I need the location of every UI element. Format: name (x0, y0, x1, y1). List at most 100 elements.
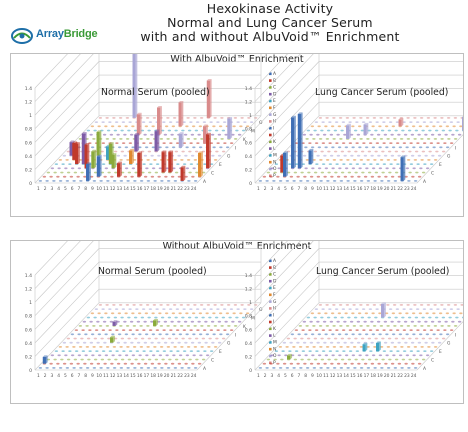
floor-dot (106, 180, 110, 182)
floor-dot (119, 367, 124, 369)
floor-dot (433, 117, 437, 119)
floor-dot (152, 117, 157, 119)
data-bar-side (290, 353, 292, 360)
floor-dot (342, 350, 346, 352)
floor-dot (371, 167, 376, 170)
floor-dot (377, 362, 381, 365)
floor-dot (141, 121, 146, 123)
floor-dot (423, 163, 427, 165)
floor-dot (424, 154, 428, 157)
floor-dot (159, 138, 164, 140)
floor-dot (304, 354, 308, 357)
x-tick-label: 24 (191, 373, 197, 379)
y-tick-label: 1.4 (245, 273, 252, 279)
floor-dot (81, 329, 85, 331)
floor-dot (52, 367, 56, 369)
floor-dot (299, 367, 303, 369)
floor-dot (101, 308, 105, 310)
floor-dot (199, 117, 204, 119)
legend-swatch (269, 347, 272, 351)
data-bar-top (178, 132, 184, 134)
floor-dot (319, 367, 323, 369)
floor-dot (193, 304, 197, 306)
floor-dot (424, 320, 428, 323)
floor-dot (397, 154, 401, 157)
floor-dot (162, 308, 166, 310)
floor-dot (429, 163, 434, 165)
data-bar (117, 163, 121, 177)
floor-dot (413, 138, 417, 140)
floor-dot (297, 354, 302, 357)
floor-dot (171, 125, 176, 128)
floor-dot (359, 180, 364, 182)
floor-dot (399, 138, 404, 140)
floor-dot (386, 159, 391, 161)
floor-dot (143, 362, 148, 365)
floor-dot (426, 138, 431, 140)
floor-dot (337, 125, 342, 128)
floor-dot (212, 125, 216, 128)
floor-dot (430, 133, 435, 136)
floor-dot (183, 133, 188, 136)
floor-dot (85, 367, 90, 369)
floor-dot (338, 117, 343, 119)
row-tick-label: G (227, 341, 231, 347)
floor-dot (325, 346, 330, 348)
floor-dot (328, 121, 332, 123)
floor-dot (293, 358, 298, 361)
chart-title-cancer-without: Lung Cancer Serum (pooled) (316, 266, 450, 277)
legend-swatch (269, 133, 272, 137)
data-bar-side (403, 155, 406, 181)
floor-dot (350, 362, 354, 365)
floor-dot (407, 316, 412, 319)
floor-dot (190, 133, 195, 136)
floor-dot (437, 154, 442, 157)
floor-dot (38, 367, 43, 369)
floor-dot (354, 171, 358, 174)
floor-dot (397, 133, 401, 136)
floor-dot (363, 320, 367, 323)
floor-dot (320, 337, 324, 340)
floor-dot (367, 150, 372, 153)
data-bar (129, 150, 133, 165)
floor-dot (276, 175, 280, 178)
data-bar (110, 337, 114, 343)
panel-with-albuvoid: With AlbuVoid™ Enrichment 0 0.2 0.4 0.6 0.8 1… (10, 53, 464, 217)
floor-dot (351, 125, 355, 128)
floor-dot (142, 350, 146, 352)
floor-dot (220, 304, 224, 306)
floor-dot (438, 312, 443, 315)
floor-dot (146, 159, 150, 161)
floor-dot (459, 125, 463, 128)
floor-dot (278, 346, 283, 348)
floor-dot (146, 180, 151, 182)
floor-dot (460, 304, 463, 306)
floor-dot (120, 358, 125, 361)
floor-dot (191, 362, 195, 365)
floor-dot (104, 125, 108, 128)
floor-dot (113, 150, 118, 153)
floor-dot (177, 175, 182, 178)
x-tick-label: 19 (157, 373, 163, 379)
floor-dot (150, 320, 154, 323)
floor-dot (305, 180, 310, 182)
x-tick-label: 24 (411, 186, 417, 192)
floor-dot (149, 350, 153, 352)
y-tick-label: 0.8 (25, 314, 32, 320)
floor-dot (413, 304, 417, 306)
x-tick-label: 23 (404, 186, 410, 192)
floor-dot (344, 312, 348, 315)
floor-dot (182, 308, 186, 310)
floor-dot (300, 171, 304, 174)
floor-dot (393, 346, 397, 348)
floor-dot (140, 337, 145, 340)
floor-dot (345, 117, 350, 119)
x-tick-label: 21 (171, 186, 177, 192)
floor-dot (110, 362, 114, 365)
legend-label: C (273, 272, 276, 278)
floor-dot (105, 304, 109, 306)
floor-dot (167, 129, 172, 132)
floor-dot (145, 354, 149, 357)
floor-dot (164, 362, 168, 365)
floor-dot (319, 159, 323, 161)
